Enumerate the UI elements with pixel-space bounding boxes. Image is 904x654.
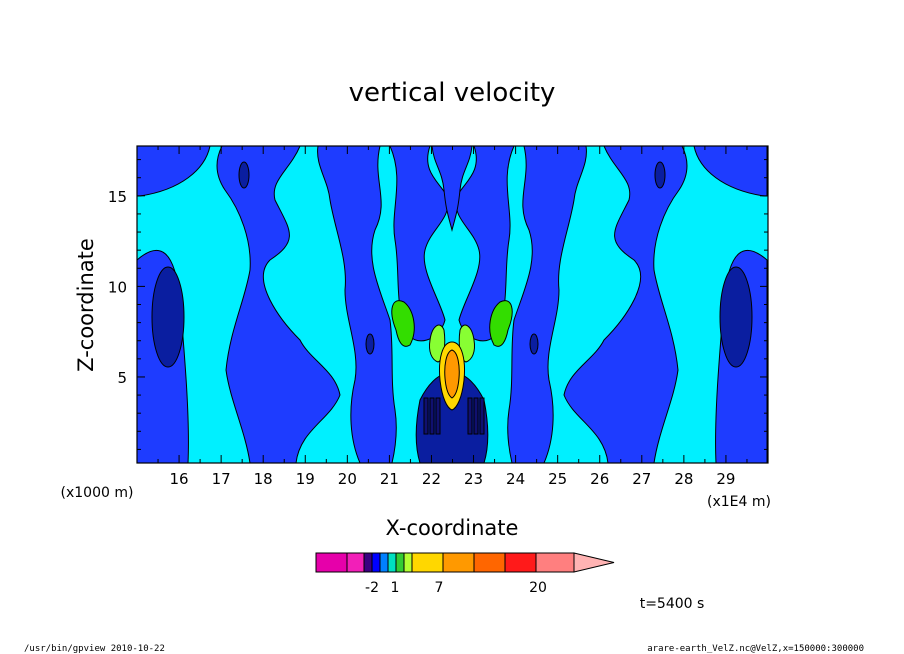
time-label: t=5400 s [640,596,705,612]
colorbar-arrow [573,552,615,573]
x-tick-label: 29 [716,470,735,488]
y-tick-label: 5 [117,369,127,387]
colorbar-segment [442,552,475,573]
x-tick-label: 20 [338,470,357,488]
colorbar-segment [315,552,348,573]
contour-blue-right-2 [563,146,688,463]
x-tick-label: 19 [296,470,315,488]
x-tick-label: 23 [464,470,483,488]
contour-stripe-1 [429,397,435,435]
contour-stripe-5 [479,397,485,435]
x-unit-left: (x1000 m) [61,485,134,501]
contour-dark-left-2 [365,333,375,355]
contour-dark-left-0 [151,266,185,368]
colorbar-segment [504,552,537,573]
x-tick-label: 18 [254,470,273,488]
y-axis-label: Z-coordinate [74,238,98,372]
colorbar-segment [403,552,413,573]
contour-blue-left-2 [216,146,341,463]
contour-blue-top-center [431,146,473,232]
colorbar-segment [363,552,373,573]
colorbar-label: 20 [529,580,547,596]
x-tick-label: 21 [380,470,399,488]
colorbar [315,552,615,573]
x-tick-label: 24 [506,470,525,488]
chart-title: vertical velocity [349,78,556,108]
x-tick-label: 22 [422,470,441,488]
colorbar-segment [473,552,506,573]
contour-blue-right-3 [507,146,587,463]
contour-blue-left-3 [317,146,397,463]
contour-stripe-4 [473,397,479,435]
colorbar-segment [535,552,575,573]
colorbar-label: -2 [365,580,379,596]
contour-dark-left-1 [238,161,250,189]
contour-dark-right-0 [719,266,753,368]
contour-green-left [391,300,415,347]
x-unit-right: (x1E4 m) [707,494,771,510]
contour-stripe-0 [423,397,429,435]
colorbar-segment [379,552,389,573]
colorbar-label: 1 [391,580,400,596]
x-axis-label: X-coordinate [386,516,519,540]
contour-dark-right-2 [529,333,539,355]
colorbar-segment [387,552,397,573]
footer-source: arare-earth_VelZ.nc@VelZ,x=150000:300000 [647,644,864,654]
contour-stripe-3 [467,397,473,435]
x-tick-label: 28 [674,470,693,488]
footer-program: /usr/bin/gpview 2010-10-22 [24,644,165,654]
y-tick-label: 15 [108,188,127,206]
colorbar-label: 7 [435,580,444,596]
contour-stripe-2 [435,397,441,435]
colorbar-segment [371,552,381,573]
colorbar-segment [346,552,365,573]
colorbar-segment [395,552,405,573]
contour-green-right [489,300,513,347]
x-tick-label: 26 [590,470,609,488]
x-tick-label: 25 [548,470,567,488]
x-tick-label: 27 [632,470,651,488]
contour-field [137,146,768,463]
contour-orange [444,349,460,399]
contour-dark-right-1 [654,161,666,189]
colorbar-segment [411,552,444,573]
y-tick-label: 10 [108,278,127,296]
x-tick-label: 16 [170,470,189,488]
x-tick-label: 17 [212,470,231,488]
